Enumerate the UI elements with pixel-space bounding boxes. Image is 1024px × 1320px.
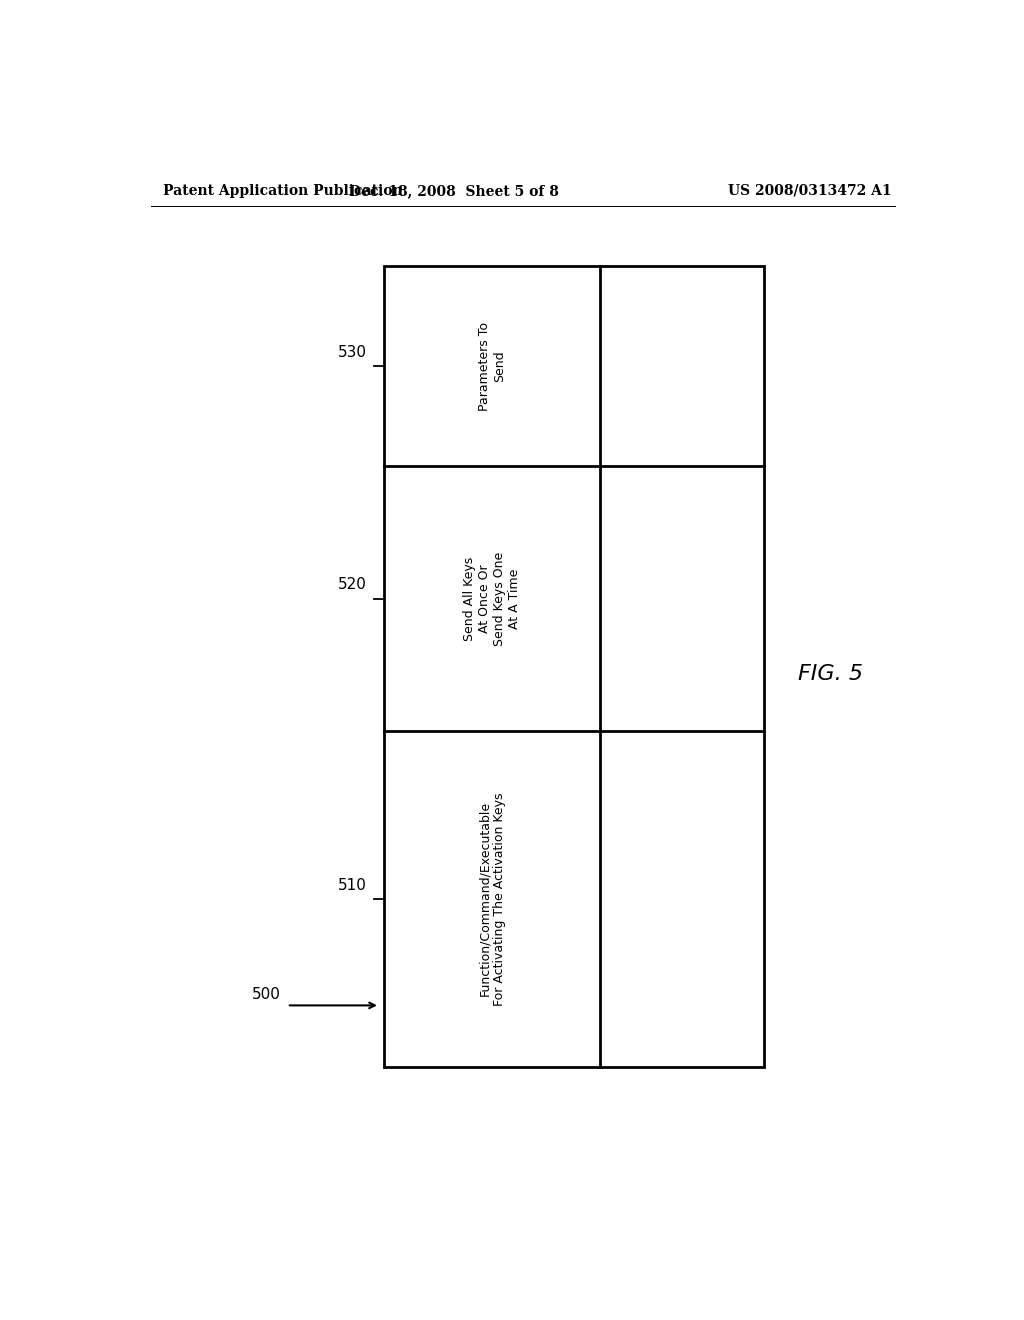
Text: Function/Command/Executable
For Activating The Activation Keys: Function/Command/Executable For Activati…	[478, 792, 506, 1006]
Bar	[384, 267, 764, 1067]
Text: 510: 510	[338, 878, 367, 892]
Text: 520: 520	[338, 577, 367, 593]
Text: 530: 530	[338, 345, 367, 360]
Text: US 2008/0313472 A1: US 2008/0313472 A1	[728, 183, 892, 198]
Text: Patent Application Publication: Patent Application Publication	[163, 183, 402, 198]
Text: FIG. 5: FIG. 5	[799, 664, 863, 684]
Text: Dec. 18, 2008  Sheet 5 of 8: Dec. 18, 2008 Sheet 5 of 8	[348, 183, 558, 198]
Text: Parameters To
Send: Parameters To Send	[478, 322, 506, 411]
Text: 500: 500	[252, 986, 281, 1002]
Text: Send All Keys
At Once Or
Send Keys One
At A Time: Send All Keys At Once Or Send Keys One A…	[463, 552, 521, 645]
